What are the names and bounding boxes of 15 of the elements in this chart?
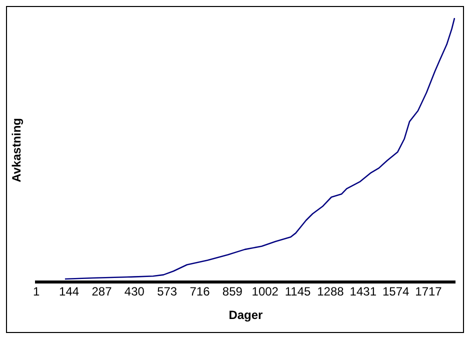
x-tick-label: 1145 — [284, 284, 312, 299]
x-tick-label: 573 — [157, 284, 178, 299]
x-tick-label: 430 — [124, 284, 145, 299]
x-tick-label: 1574 — [382, 284, 410, 299]
x-axis-title: Dager — [228, 308, 264, 322]
x-tick-label: 1431 — [350, 284, 377, 299]
x-tick-label: 144 — [59, 284, 80, 299]
x-tick-label: 1288 — [317, 284, 344, 299]
y-axis-title: Avkastning — [10, 118, 24, 182]
x-tick-label: 1 — [33, 284, 40, 299]
x-tick-label: 1717 — [415, 284, 442, 299]
x-tick-label: 859 — [222, 284, 243, 299]
x-tick-label: 1002 — [252, 284, 279, 299]
x-tick-label: 287 — [92, 284, 112, 299]
x-tick-label: 716 — [190, 284, 210, 299]
